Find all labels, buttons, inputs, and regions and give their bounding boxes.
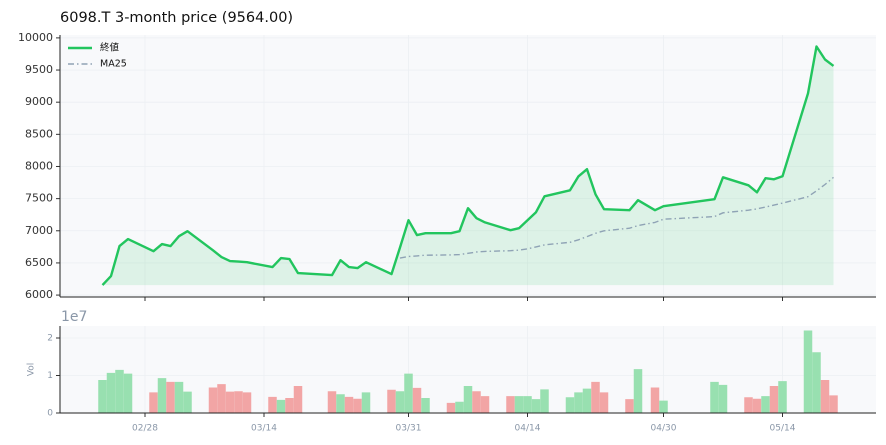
- volume-bar: [217, 384, 226, 413]
- volume-bar: [395, 391, 405, 413]
- volume-bar: [361, 392, 371, 413]
- volume-bar: [769, 386, 779, 413]
- volume-bar: [327, 391, 337, 413]
- y-tick-label: 1: [47, 371, 53, 381]
- volume-bar: [183, 391, 192, 413]
- volume-bar: [123, 373, 133, 413]
- volume-bar: [591, 381, 600, 413]
- y-tick-label: 9000: [25, 95, 53, 108]
- volume-bar: [285, 398, 294, 413]
- volume-bar: [659, 400, 668, 413]
- volume-bar: [718, 384, 728, 413]
- x-tick-label: 03/14: [251, 424, 277, 434]
- x-tick-label: 04/30: [651, 424, 677, 434]
- volume-bar: [574, 392, 583, 413]
- volume-bar: [650, 387, 660, 413]
- y-tick-label: 0: [47, 409, 53, 419]
- legend-label: 終値: [100, 42, 120, 54]
- volume-bar: [446, 402, 456, 413]
- x-tick-label: 02/28: [132, 424, 158, 434]
- line: [101, 45, 835, 286]
- volume-bar: [157, 378, 167, 413]
- volume-bar: [599, 392, 609, 413]
- volume-bar: [540, 389, 549, 413]
- x-tick-label: 04/14: [515, 424, 541, 434]
- y-tick-label: 8000: [25, 159, 53, 172]
- volume-bar: [752, 398, 762, 413]
- y-tick-label: 2: [47, 334, 53, 344]
- volume-bar: [404, 373, 413, 413]
- volume-bar: [565, 397, 575, 413]
- area: [102, 46, 834, 286]
- volume-bar: [778, 381, 787, 413]
- volume-bar: [242, 392, 252, 413]
- volume-bar: [829, 395, 838, 413]
- legend-label: MA25: [100, 59, 127, 70]
- volume-bar: [149, 392, 158, 413]
- volume-bar: [293, 386, 303, 413]
- volume-bar: [625, 399, 634, 413]
- volume-bar: [633, 369, 643, 413]
- y-tick-label: 9500: [25, 63, 53, 76]
- volume-bar: [582, 388, 592, 413]
- volume-bar: [344, 396, 354, 413]
- y-tick-label: 7000: [25, 224, 53, 237]
- volume-bar: [166, 381, 175, 413]
- volume-bar: [480, 396, 490, 413]
- volume-bar: [234, 391, 243, 413]
- volume-bar: [387, 389, 396, 413]
- x-tick-label: 05/14: [770, 424, 796, 434]
- y-tick-label: 10000: [18, 31, 53, 44]
- volume-bar: [98, 380, 107, 413]
- volume-bar: [353, 398, 362, 413]
- volume-bar: [744, 397, 753, 413]
- volume-bar: [455, 401, 464, 413]
- volume-bar: [506, 396, 515, 413]
- y-axis-label: Vol: [27, 363, 37, 376]
- volume-bar: [463, 386, 473, 413]
- volume-bar: [472, 391, 481, 413]
- volume-bar: [820, 380, 830, 413]
- volume-bar: [208, 387, 218, 413]
- volume-bar: [812, 352, 821, 413]
- volume-bar: [412, 387, 422, 413]
- volume-bar: [336, 394, 345, 413]
- y-tick-label: 6000: [25, 288, 53, 301]
- y-tick-label: 7500: [25, 192, 53, 205]
- volume-bar: [710, 381, 719, 413]
- volume-bar: [761, 396, 770, 413]
- y-tick-label: 8500: [25, 127, 53, 140]
- volume-bar: [523, 396, 532, 413]
- offset-label: 1e7: [61, 309, 87, 325]
- volume-bar: [174, 381, 184, 413]
- x-tick-label: 03/31: [396, 424, 422, 434]
- legend: 終値 MA25: [68, 42, 127, 70]
- volume-bar: [276, 399, 286, 413]
- volume-bar: [115, 369, 124, 413]
- volume-bar: [514, 396, 524, 413]
- volume-bar: [268, 396, 277, 413]
- volume-bar: [106, 372, 116, 413]
- chart-title: 6098.T 3-month price (9564.00): [60, 10, 293, 26]
- line: [399, 176, 834, 259]
- volume-bar: [803, 330, 813, 413]
- volume-bar: [421, 398, 430, 413]
- volume-bar: [531, 399, 541, 413]
- y-tick-label: 6500: [25, 256, 53, 269]
- volume-bar: [225, 391, 235, 413]
